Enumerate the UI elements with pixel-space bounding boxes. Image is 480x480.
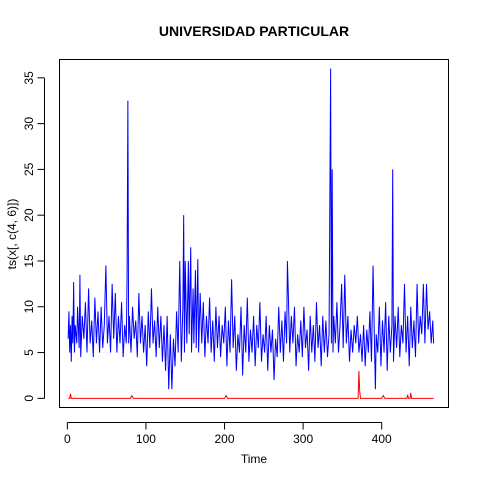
x-tick-label: 0 <box>64 432 71 446</box>
y-tick-label: 35 <box>22 71 36 85</box>
y-tick-label: 25 <box>22 162 36 176</box>
y-tick-label: 20 <box>22 208 36 222</box>
y-tick-label: 0 <box>22 395 36 402</box>
x-tick-label: 300 <box>293 432 313 446</box>
x-tick-label: 400 <box>372 432 392 446</box>
y-tick-label: 10 <box>22 300 36 314</box>
y-tick-label: 5 <box>22 349 36 356</box>
x-axis: 0 100 200 300 400 <box>64 422 392 446</box>
y-tick-label: 15 <box>22 254 36 268</box>
y-axis: 0 5 10 15 20 25 30 35 <box>22 71 45 402</box>
y-tick-label: 30 <box>22 117 36 131</box>
chart-title: UNIVERSIDAD PARTICULAR <box>159 23 349 39</box>
y-axis-label: ts(x[, c(4, 6)]) <box>5 199 19 270</box>
series-line-1 <box>67 68 435 390</box>
plot-frame <box>59 59 449 408</box>
series-line-2 <box>68 370 434 399</box>
x-axis-label: Time <box>241 452 268 466</box>
x-tick-label: 200 <box>215 432 235 446</box>
series-layer <box>67 68 435 399</box>
x-tick-label: 100 <box>136 432 156 446</box>
